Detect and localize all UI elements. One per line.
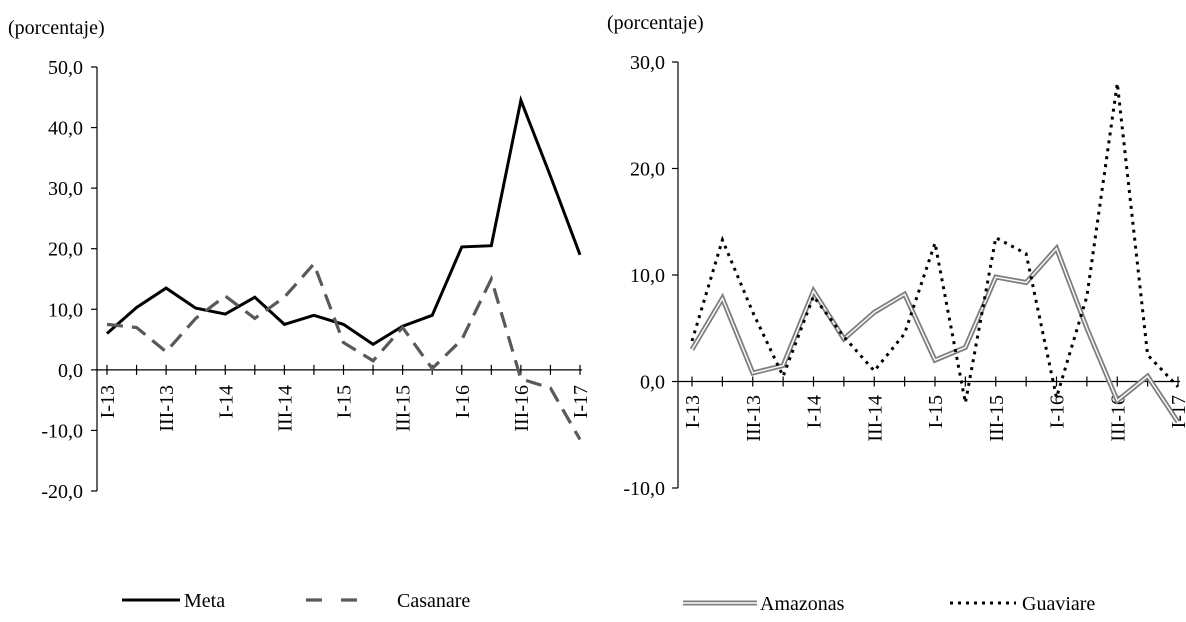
y-tick-label: -20,0 [41, 481, 83, 503]
legend-guaviare-label: Guaviare [1022, 593, 1095, 615]
y-tick-label: 10,0 [630, 265, 665, 287]
y-tick-label: 50,0 [48, 57, 83, 79]
y-tick-label: 10,0 [48, 299, 83, 321]
y-tick-label: 20,0 [630, 159, 665, 181]
x-tick-label: I-17 [1168, 395, 1186, 428]
x-tick-label: III-15 [986, 395, 1008, 442]
x-tick-label: III-16 [1107, 395, 1129, 442]
x-tick-label: I-14 [804, 395, 826, 428]
x-tick-label: I-17 [570, 385, 592, 418]
y-tick-label: 20,0 [48, 239, 83, 261]
series-amazonas-line-inner [691, 247, 1179, 423]
y-tick-label: 0,0 [640, 372, 665, 394]
legend-casanare-label: Casanare [397, 590, 470, 612]
y-tick-label: -10,0 [41, 420, 83, 442]
x-tick-label: I-13 [682, 395, 704, 428]
x-tick-label: I-16 [452, 385, 474, 418]
x-tick-label: III-14 [274, 385, 296, 432]
chart-right: (porcentaje) 30,0 20,0 10,0 0,0 -10,0 I-13 III-… [607, 12, 1186, 615]
y-tick-label: 30,0 [630, 52, 665, 74]
y-tick-label: 40,0 [48, 118, 83, 140]
legend-meta-label: Meta [184, 590, 225, 612]
x-tick-label: I-13 [97, 385, 119, 418]
x-tick-label: I-16 [1047, 395, 1069, 428]
y-axis-label: (porcentaje) [8, 17, 105, 39]
x-tick-label: III-13 [156, 385, 178, 432]
series-casanare-line [106, 260, 582, 441]
x-tick-label: III-16 [511, 385, 533, 432]
chart-left: (porcentaje) 50,0 40,0 30,0 20,0 10,0 0,0 -10,0… [8, 17, 592, 612]
x-tick-label: I-14 [215, 385, 237, 418]
x-tick-label: III-15 [393, 385, 415, 432]
y-tick-label: 0,0 [58, 360, 83, 382]
x-tick-label: I-15 [334, 385, 356, 418]
x-tick-label: III-14 [864, 395, 886, 442]
legend-amazonas-label: Amazonas [760, 593, 845, 615]
y-tick-label: 30,0 [48, 178, 83, 200]
series-meta-line [106, 95, 582, 347]
x-tick-label: I-15 [925, 395, 947, 428]
y-axis-label: (porcentaje) [607, 12, 704, 34]
x-tick-label: III-13 [743, 395, 765, 442]
y-tick-label: -10,0 [623, 478, 665, 500]
